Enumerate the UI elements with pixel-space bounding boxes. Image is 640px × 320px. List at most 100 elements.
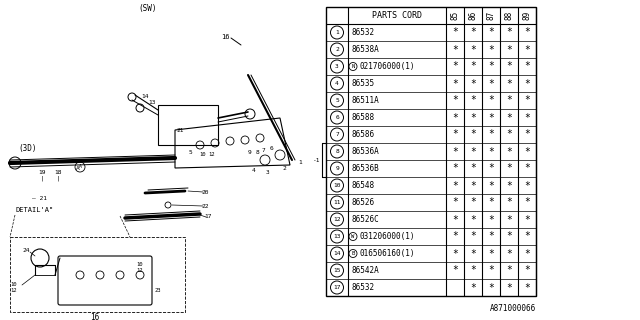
Text: *: * [506, 197, 512, 207]
Text: *: * [524, 28, 530, 37]
Text: (3D): (3D) [19, 143, 37, 153]
Text: 2: 2 [282, 165, 286, 171]
Text: W: W [351, 234, 355, 239]
Text: *: * [488, 113, 494, 123]
Text: *: * [524, 61, 530, 71]
Text: 86548: 86548 [351, 181, 374, 190]
Text: *: * [488, 180, 494, 190]
Text: 7: 7 [335, 132, 339, 137]
Text: 5: 5 [335, 98, 339, 103]
Text: 86538A: 86538A [351, 45, 379, 54]
Text: *: * [506, 249, 512, 259]
Text: 031206000(1): 031206000(1) [359, 232, 415, 241]
Text: |: | [40, 175, 44, 181]
Text: *: * [488, 231, 494, 242]
Text: 3: 3 [335, 64, 339, 69]
Text: *: * [452, 164, 458, 173]
Text: 8: 8 [335, 149, 339, 154]
Text: *: * [506, 95, 512, 106]
Bar [10, 237, 185, 312]
Text: 10: 10 [200, 153, 206, 157]
Text: *: * [452, 266, 458, 276]
Text: *: * [470, 44, 476, 54]
Text: *: * [470, 147, 476, 156]
Text: 6: 6 [335, 115, 339, 120]
Text: 88: 88 [504, 11, 513, 20]
Text: DETAIL'A": DETAIL'A" [15, 207, 53, 213]
Text: 13: 13 [333, 234, 340, 239]
Text: *: * [452, 113, 458, 123]
Text: *: * [488, 214, 494, 225]
Text: 86535: 86535 [351, 79, 374, 88]
Text: 7: 7 [261, 148, 265, 153]
Text: *: * [470, 164, 476, 173]
Text: 17: 17 [333, 285, 340, 290]
Text: (SW): (SW) [139, 4, 157, 13]
Text: *: * [488, 197, 494, 207]
Text: 21: 21 [176, 127, 184, 132]
Text: 14: 14 [333, 251, 340, 256]
Text: *: * [506, 113, 512, 123]
Text: 10: 10 [137, 262, 143, 268]
Text: *: * [452, 197, 458, 207]
Text: 19: 19 [38, 171, 45, 175]
Text: 4: 4 [252, 167, 256, 172]
Text: *: * [506, 130, 512, 140]
Text: *: * [524, 249, 530, 259]
Text: 10: 10 [333, 183, 340, 188]
Text: *: * [488, 164, 494, 173]
Text: 15: 15 [333, 268, 340, 273]
Text: 5: 5 [188, 150, 192, 156]
Text: 016506160(1): 016506160(1) [359, 249, 415, 258]
Text: 6: 6 [269, 146, 273, 150]
Text: *: * [524, 113, 530, 123]
Text: *: * [470, 95, 476, 106]
Text: *: * [452, 61, 458, 71]
Text: *: * [524, 214, 530, 225]
Text: *: * [524, 95, 530, 106]
Text: *: * [488, 249, 494, 259]
Text: *: * [470, 113, 476, 123]
Text: *: * [452, 249, 458, 259]
Bar [158, 105, 218, 145]
Text: A: A [79, 164, 81, 170]
Text: 12: 12 [209, 153, 215, 157]
Text: 17: 17 [204, 214, 212, 220]
Text: *: * [506, 164, 512, 173]
Text: *: * [506, 283, 512, 292]
Text: 89: 89 [522, 11, 531, 20]
Text: — 21: — 21 [32, 196, 47, 202]
Text: *: * [506, 61, 512, 71]
Text: *: * [506, 147, 512, 156]
Text: *: * [470, 180, 476, 190]
Text: 4: 4 [335, 81, 339, 86]
Text: A871000066: A871000066 [490, 304, 536, 313]
Text: 1: 1 [298, 161, 302, 165]
Text: *: * [524, 283, 530, 292]
Text: 9: 9 [247, 150, 251, 156]
Text: *: * [488, 266, 494, 276]
Text: *: * [524, 197, 530, 207]
Text: *: * [452, 78, 458, 89]
Text: *: * [506, 44, 512, 54]
Text: PARTS CORD: PARTS CORD [372, 11, 422, 20]
Text: *: * [506, 180, 512, 190]
Text: *: * [488, 44, 494, 54]
Text: 24: 24 [22, 247, 29, 252]
Text: *: * [452, 130, 458, 140]
Text: *: * [524, 231, 530, 242]
Text: *: * [488, 95, 494, 106]
Text: 9: 9 [335, 166, 339, 171]
Text: *: * [524, 147, 530, 156]
Text: A: A [76, 165, 80, 171]
Text: 86542A: 86542A [351, 266, 379, 275]
Text: *: * [506, 78, 512, 89]
Text: *: * [524, 164, 530, 173]
Text: 16: 16 [221, 34, 229, 40]
Text: *: * [506, 214, 512, 225]
Text: *: * [470, 249, 476, 259]
Text: *: * [506, 266, 512, 276]
Text: 86526: 86526 [351, 198, 374, 207]
Text: 86536B: 86536B [351, 164, 379, 173]
Text: *: * [488, 147, 494, 156]
